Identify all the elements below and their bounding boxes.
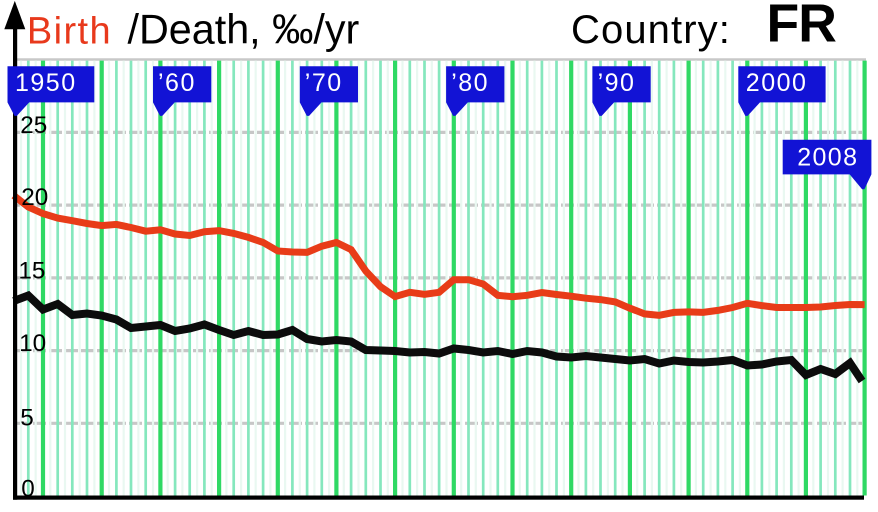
svg-text:2000: 2000 [746,69,808,97]
svg-text:Birth: Birth [27,10,112,52]
svg-text:0: 0 [21,475,35,502]
svg-text:5: 5 [20,404,34,431]
svg-text:FR: FR [767,0,837,54]
svg-text:25: 25 [20,112,47,139]
svg-text:’90: ’90 [598,69,636,97]
svg-text:2008: 2008 [797,144,858,172]
svg-text:10: 10 [19,330,46,357]
svg-text:Country:: Country: [571,8,731,52]
svg-text:’70: ’70 [305,69,343,97]
svg-text:20: 20 [21,184,48,211]
svg-text:1950: 1950 [15,69,77,97]
svg-text:’80: ’80 [451,69,489,97]
svg-text:15: 15 [18,258,45,285]
svg-text:’60: ’60 [158,69,196,97]
svg-text:/Death, ‰/yr: /Death, ‰/yr [128,6,360,52]
